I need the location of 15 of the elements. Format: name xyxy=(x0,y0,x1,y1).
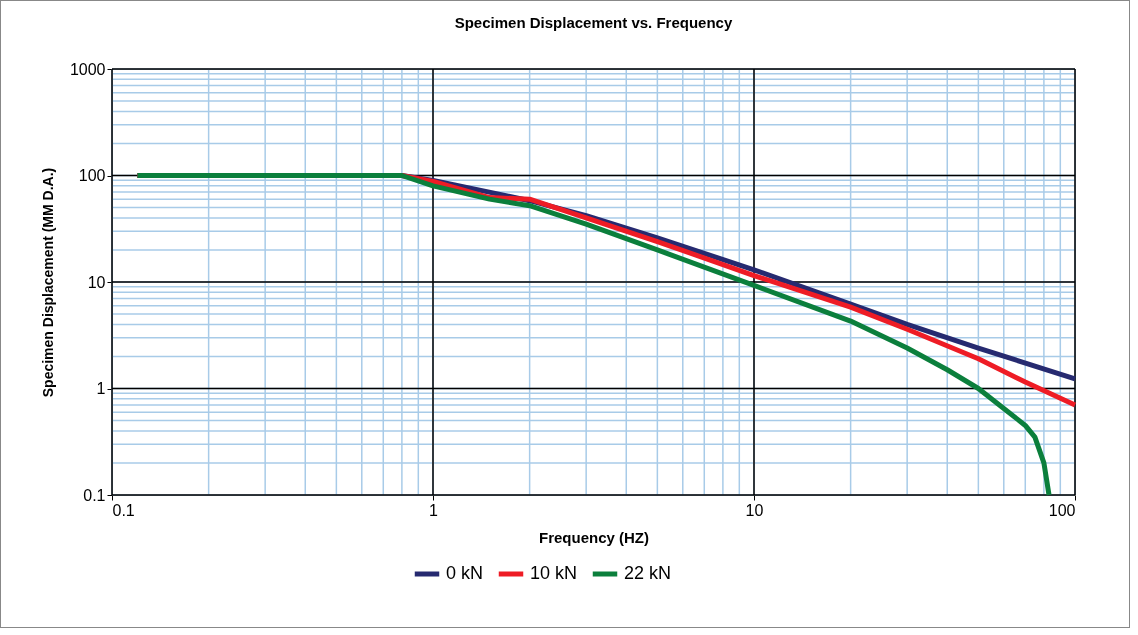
y-axis-title: Specimen Displacement (MM D.A.) xyxy=(39,167,56,398)
y-tick-label: 1000 xyxy=(69,60,106,78)
x-tick-label: 10 xyxy=(745,501,764,519)
legend-label: 22 kN xyxy=(624,563,672,583)
x-tick-label: 0.1 xyxy=(112,501,135,519)
x-axis-title: Frequency (HZ) xyxy=(538,528,650,546)
y-tick-label: 10 xyxy=(87,273,106,291)
y-tick-label: 100 xyxy=(78,167,106,184)
y-tick-label: 1 xyxy=(96,380,106,397)
y-tick-label: 0.1 xyxy=(83,486,106,504)
legend-label: 10 kN xyxy=(530,563,578,583)
x-tick-label: 1 xyxy=(429,501,439,519)
chart-title: Specimen Displacement vs. Frequency xyxy=(454,14,733,31)
x-tick-label: 100 xyxy=(1048,501,1076,519)
legend-label: 0 kN xyxy=(446,563,484,583)
